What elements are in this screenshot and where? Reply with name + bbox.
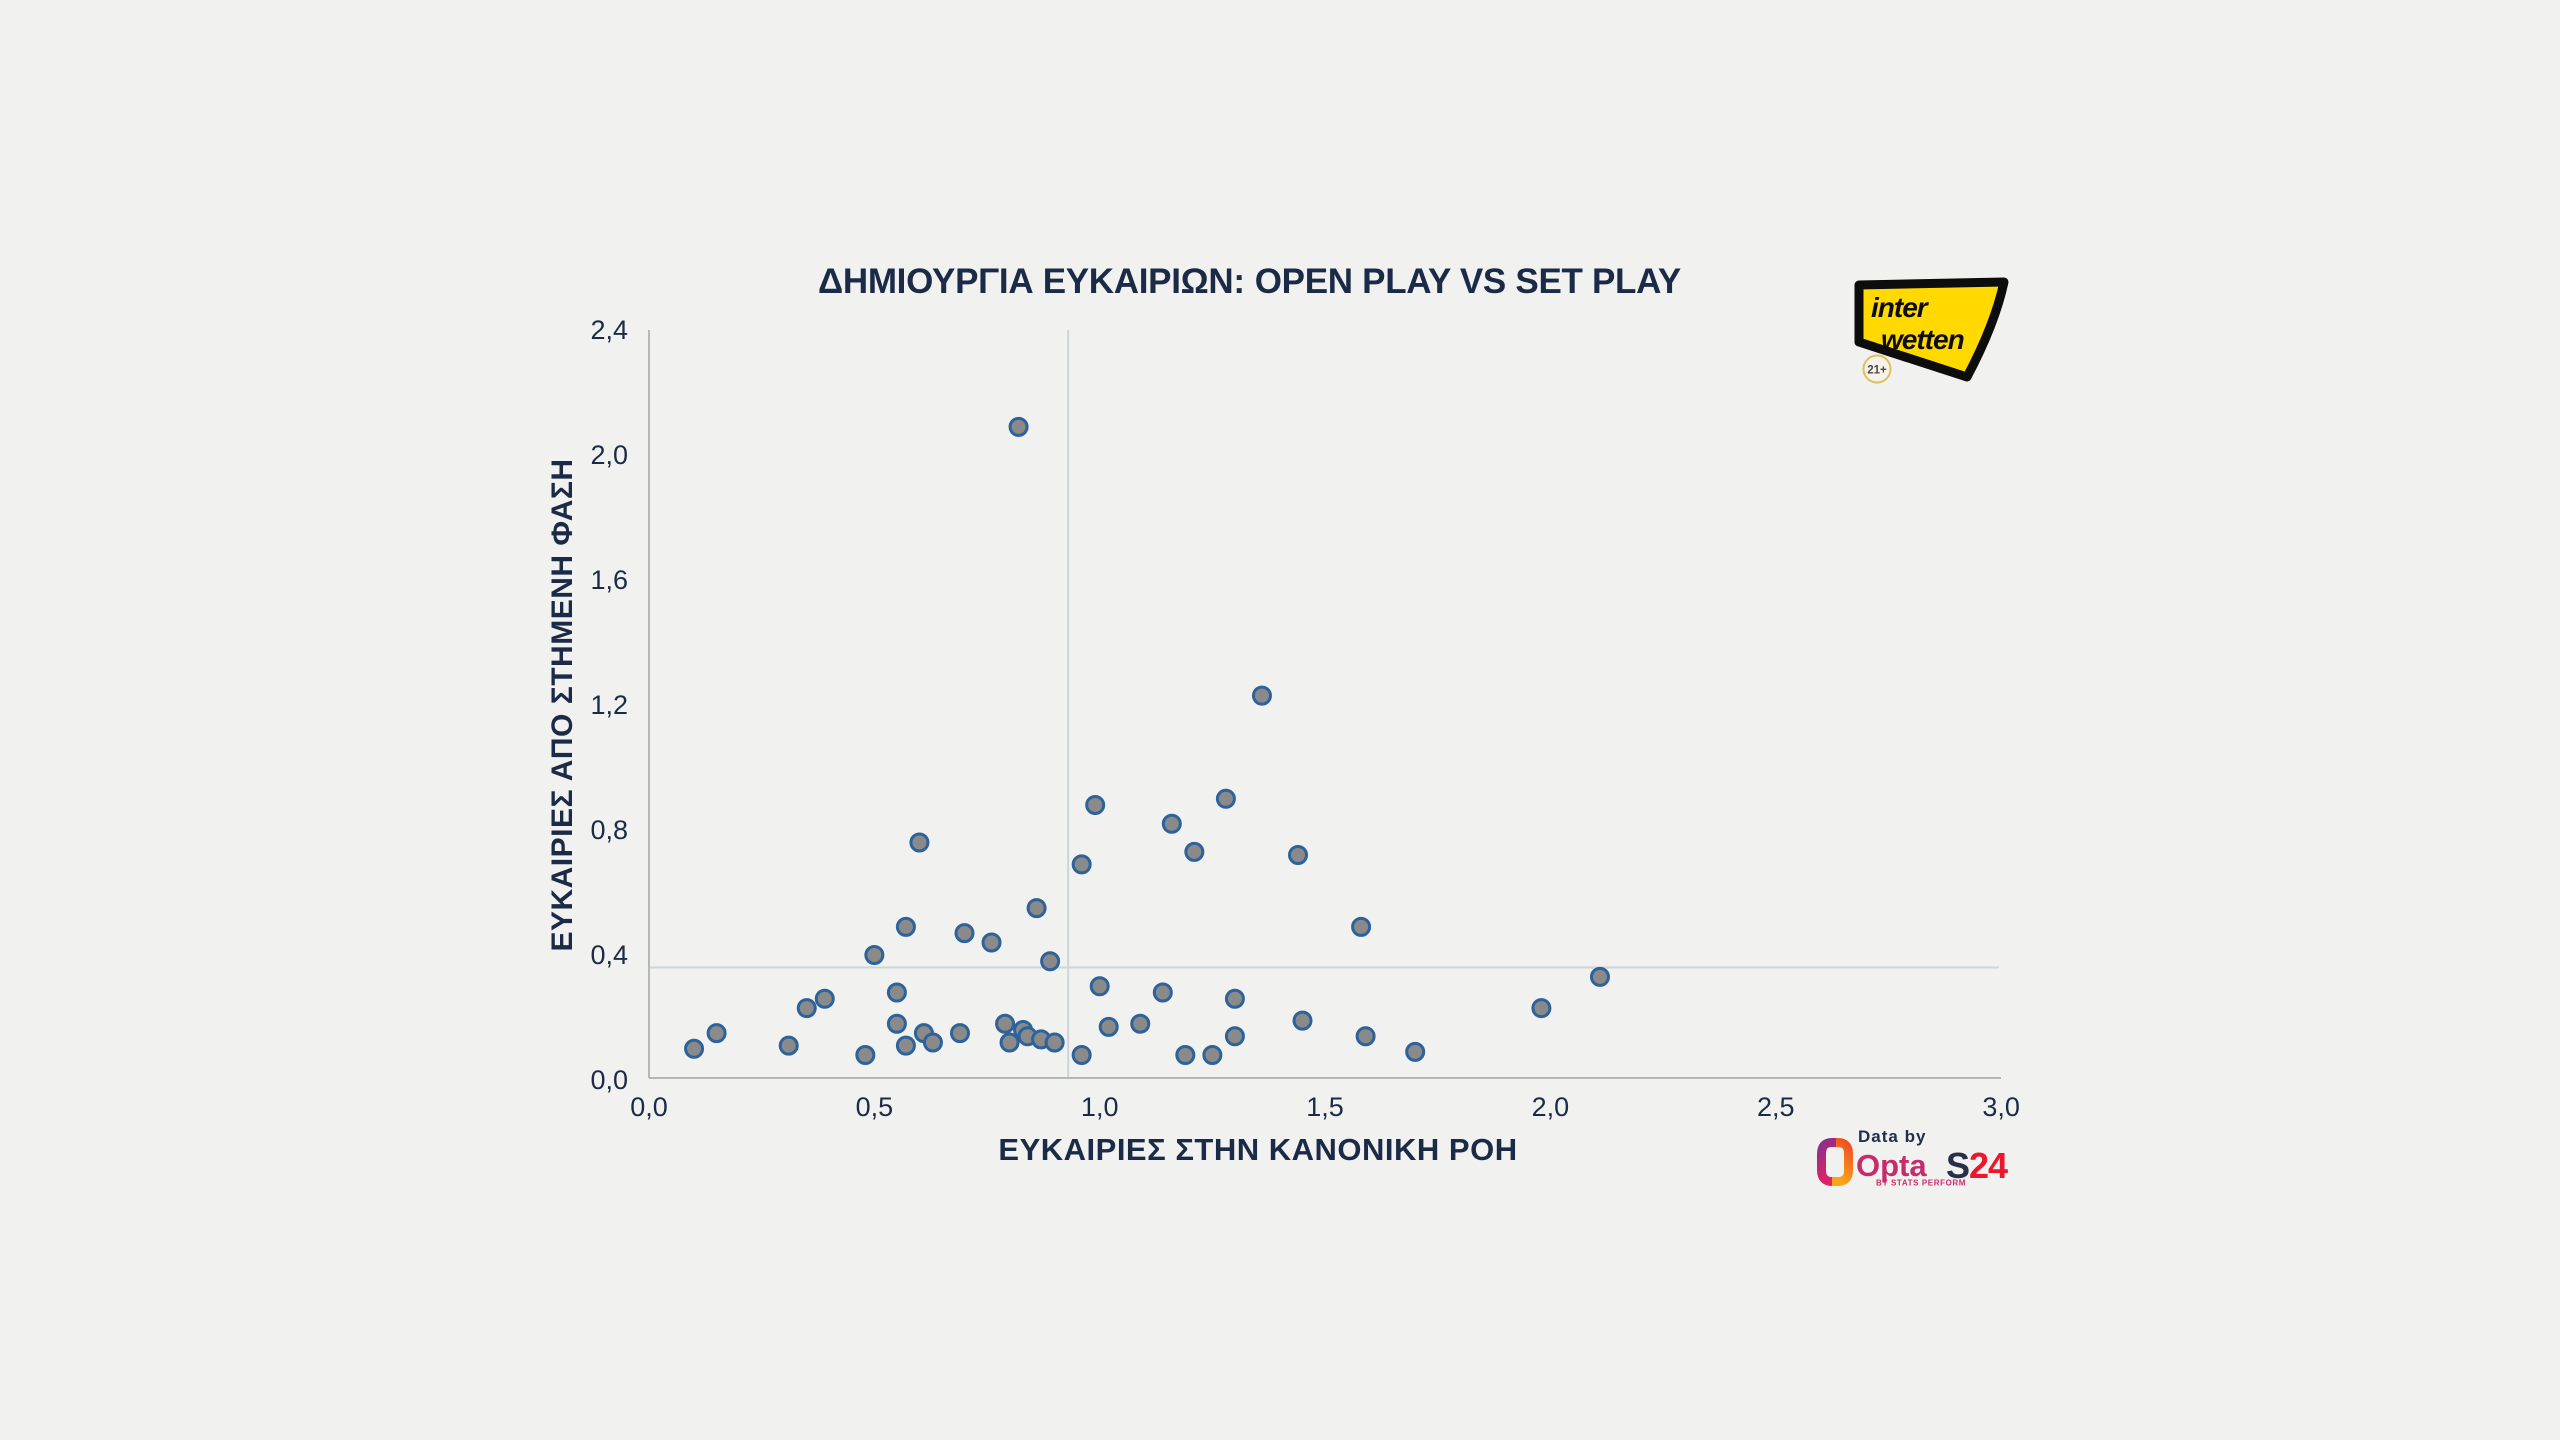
chart-title: ΔΗΜΙΟΥΡΓΙΑ ΕΥΚΑΙΡΙΩΝ: OPEN PLAY VS SET PL… [818,262,1681,302]
s24-logo: S24 [1946,1145,2008,1186]
footer-brands-graphic: Data by Opta BY STATS PERFORM S24 [1817,1127,2009,1188]
scatter-point [1531,998,1552,1019]
x-axis-title: ΕΥΚΑΙΡΙΕΣ ΣΤΗΝ ΚΑΝΟΝΙΚΗ ΡΟΗ [998,1132,1517,1167]
x-tick-label: 2,0 [1532,1092,1570,1122]
scatter-point [814,988,835,1009]
x-tick-label: 0,5 [856,1092,894,1122]
y-tick-label: 2,4 [590,315,628,345]
scatter-point [1085,795,1106,815]
scatter-point [886,982,907,1003]
age-21-badge-text: 21+ [1867,365,1887,377]
chart-title-emphasis: ΔΗΜΙΟΥΡΓΙΑ ΕΥΚΑΙΡΙΩΝ: [818,262,1245,301]
x-tick-label: 1,5 [1306,1092,1344,1122]
opta-mark-left [1817,1138,1838,1186]
scatter-point [778,1035,799,1056]
age-21-badge-circle [1862,354,1892,384]
scatter-point [1130,1013,1151,1034]
scatter-point [1026,898,1047,919]
opta-mark-right [1832,1138,1853,1186]
y-axis-title: ΕΥΚΑΙΡΙΕΣ ΑΠΟ ΣΤΗΜΕΝΗ ΦΑΣΗ [546,458,579,951]
scatter-point [949,1023,970,1044]
y-tick-label: 1,2 [590,690,628,720]
interwetten-text-line1: inter [1871,292,1930,323]
scatter-point [1089,976,1110,997]
x-tick-label: 1,0 [1081,1092,1119,1122]
data-by-label: Data by [1858,1127,1926,1146]
y-tick-label: 0,0 [590,1065,628,1095]
scatter-point [1040,951,1061,972]
y-tick-label: 1,6 [590,565,628,595]
s24-logo-s: S [1946,1145,1969,1186]
scatter-point [1251,685,1272,706]
scatter-point [1098,1016,1119,1037]
scatter-point [886,1013,907,1034]
scatter-point [1405,1041,1426,1062]
scatter-point [1175,1045,1196,1065]
scatter-point [999,1032,1020,1053]
footer-brands: Data by Opta BY STATS PERFORM S24 [1808,1120,2048,1195]
interwetten-text-line2: wetten [1881,324,1964,355]
scatter-point [954,923,975,944]
scatter-point [1161,813,1182,834]
scatter-point [922,1032,943,1053]
scatter-point [1355,1026,1376,1047]
scatter-point [1288,845,1309,865]
s24-logo-24: 24 [1969,1145,2008,1186]
scatter-point [684,1038,705,1059]
opta-wordmark: Opta [1856,1148,1927,1183]
scatter-point [1008,416,1029,437]
scatter-point [855,1045,876,1065]
scatter-point [1071,1045,1092,1065]
scatter-point [981,932,1002,953]
interwetten-logo-graphic: inter wetten 21+ [1854,277,2009,384]
x-tick-label: 0,0 [630,1092,668,1122]
y-tick-label: 2,0 [590,440,628,470]
scatter-point [909,832,930,853]
scatter-point [1292,1010,1313,1031]
chart-title-rest: OPEN PLAY VS SET PLAY [1254,262,1681,301]
scatter-point [706,1023,727,1044]
scatter-point [1071,854,1092,875]
scatter-point [1215,788,1236,809]
scatter-point [1351,916,1372,937]
x-tick-label: 2,5 [1757,1092,1795,1122]
scatter-point [1202,1045,1223,1065]
scatter-point [864,945,885,965]
y-tick-label: 0,8 [590,815,628,845]
scatter-point [1044,1032,1065,1053]
y-tick-label: 0,4 [590,940,628,970]
scatter-point [1224,988,1245,1009]
scatter-point [1152,982,1173,1003]
interwetten-flag-shape [1854,277,2009,382]
x-tick-label: 3,0 [1982,1092,2020,1122]
interwetten-logo: inter wetten 21+ [1845,268,2020,393]
scatter-point [1224,1026,1245,1047]
scatter-point [1589,966,1610,987]
scatter-point [895,916,916,937]
scatter-point [796,998,817,1019]
opta-sub-text: BY STATS PERFORM [1876,1179,1966,1188]
scatter-point [895,1035,916,1056]
scatter-point [995,1013,1016,1034]
scatter-point [1184,841,1205,862]
